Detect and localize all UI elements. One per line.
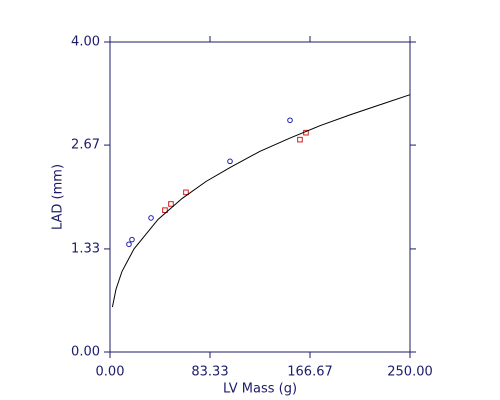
- y-tick-label: 0.00: [71, 345, 100, 360]
- point: [162, 207, 168, 213]
- y-tick-label: 1.33: [71, 241, 100, 256]
- x-tick-label: 166.67: [287, 365, 333, 380]
- x-tick-label: 83.33: [191, 365, 228, 380]
- point: [129, 236, 135, 243]
- y-tick-label: 2.67: [71, 138, 100, 153]
- x-tick-label: 0.00: [96, 365, 125, 380]
- plot-frame: [109, 41, 411, 353]
- point: [297, 136, 303, 143]
- point: [148, 215, 154, 221]
- x-tick-label: 250.00: [387, 365, 433, 380]
- point: [168, 201, 174, 207]
- x-axis-label: LV Mass (g): [223, 382, 297, 397]
- point: [227, 158, 233, 165]
- point: [126, 241, 132, 248]
- point: [183, 189, 189, 196]
- point: [287, 117, 293, 124]
- y-axis-label: LAD (mm): [51, 164, 66, 230]
- fit-line: [111, 94, 411, 308]
- y-tick-label: 4.00: [71, 35, 100, 50]
